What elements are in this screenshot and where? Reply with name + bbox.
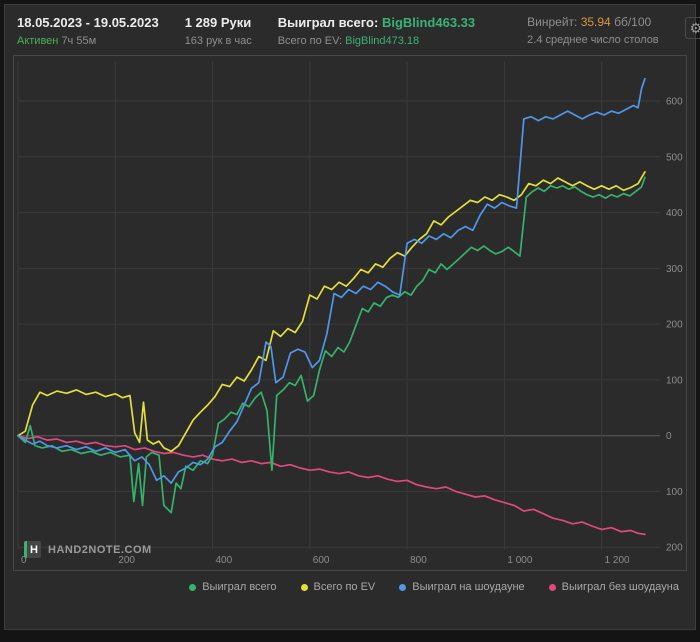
legend-dot-won-showdown bbox=[399, 583, 407, 591]
won-total-value: BigBlind463.33 bbox=[381, 15, 476, 30]
y-tick-label: 0 bbox=[666, 431, 672, 442]
series-line-total-ev bbox=[17, 171, 646, 453]
won-total-line: Выиграл всего: BigBlind463.33 bbox=[278, 15, 475, 30]
legend-item-won-no-showdown[interactable]: Выиграл без шоудауна bbox=[548, 581, 679, 593]
ev-total-line: Всего по EV: BigBlind473.18 bbox=[278, 35, 475, 47]
hands-block: 1 289 Руки 163 рук в час bbox=[185, 15, 252, 47]
y-tick-label: 200 bbox=[666, 320, 683, 331]
legend-item-won-total[interactable]: Выиграл всего bbox=[189, 581, 277, 593]
ev-total-value: BigBlind473.18 bbox=[345, 35, 420, 47]
series-line-won-showdown bbox=[17, 77, 646, 484]
x-tick-label: 0 bbox=[21, 555, 27, 566]
won-total-block: Выиграл всего: BigBlind463.33 Всего по E… bbox=[278, 15, 475, 47]
legend-dot-won-total bbox=[189, 583, 197, 591]
chart-area[interactable]: 600 500 400 300 200 100 0 100 200 0 200 400 600 800 1 … bbox=[13, 55, 687, 571]
hands-count: 1 289 Руки bbox=[184, 15, 252, 30]
date-range-block: 18.05.2023 - 19.05.2023 Активен 7ч 55м bbox=[17, 15, 159, 47]
x-tick-label: 400 bbox=[216, 555, 233, 566]
winrate-label: Винрейт: bbox=[527, 15, 578, 29]
active-label: Активен bbox=[17, 35, 59, 47]
legend-label: Выиграл без шоудауна bbox=[561, 581, 679, 593]
legend-label: Выиграл всего bbox=[202, 581, 277, 593]
winnings-line-chart[interactable]: 600 500 400 300 200 100 0 100 200 0 200 400 600 800 1 … bbox=[14, 56, 688, 570]
winrate-value: 35.94 bbox=[580, 15, 611, 29]
hand2note-logo-text: HAND2NOTE.COM bbox=[48, 543, 152, 556]
winrate-unit: бб/100 bbox=[614, 15, 652, 29]
active-time: Активен 7ч 55м bbox=[17, 35, 159, 47]
y-tick-label: 600 bbox=[666, 97, 683, 108]
winrate-line: Винрейт: 35.94 бб/100 bbox=[527, 15, 659, 29]
winrate-block: Винрейт: 35.94 бб/100 2.4 среднее число … bbox=[527, 15, 659, 46]
active-duration: 7ч 55м bbox=[61, 35, 97, 47]
series-line-won-total bbox=[17, 176, 646, 514]
hands-per-hour: 163 рук в час bbox=[184, 35, 252, 47]
legend-label: Всего по EV bbox=[313, 581, 376, 593]
date-range: 18.05.2023 - 19.05.2023 bbox=[17, 15, 159, 30]
x-tick-label: 600 bbox=[313, 555, 330, 566]
y-tick-label: 200 bbox=[666, 543, 683, 554]
x-tick-label: 1 200 bbox=[605, 555, 630, 566]
ev-total-label: Всего по EV: bbox=[277, 35, 343, 47]
legend-item-total-ev[interactable]: Всего по EV bbox=[300, 581, 376, 593]
legend-item-won-showdown[interactable]: Выиграл на шоудауне bbox=[399, 581, 525, 593]
y-tick-label: 400 bbox=[666, 208, 683, 219]
legend-dot-total-ev bbox=[300, 583, 308, 591]
chart-legend: Выиграл всего Всего по EV Выиграл на шоуда… bbox=[5, 571, 695, 603]
series-line-won-no-showdown bbox=[17, 434, 646, 536]
stats-header: 18.05.2023 - 19.05.2023 Активен 7ч 55м 1… bbox=[5, 5, 700, 53]
won-total-label: Выиграл всего: bbox=[277, 15, 379, 30]
legend-label: Выиграл на шоудауне bbox=[412, 581, 525, 593]
x-tick-label: 800 bbox=[410, 555, 427, 566]
hand2note-logo-icon: H bbox=[24, 541, 41, 558]
settings-gear-icon[interactable]: ⚙ bbox=[684, 17, 700, 39]
avg-tables: 2.4 среднее число столов bbox=[527, 34, 659, 46]
y-tick-label: 100 bbox=[666, 487, 683, 498]
y-tick-label: 100 bbox=[666, 375, 683, 386]
session-graph-panel: 18.05.2023 - 19.05.2023 Активен 7ч 55м 1… bbox=[4, 4, 700, 630]
hand2note-logo: H HAND2NOTE.COM bbox=[24, 541, 152, 558]
x-tick-label: 1 000 bbox=[507, 555, 532, 566]
legend-dot-won-no-showdown bbox=[548, 583, 556, 591]
y-tick-label: 300 bbox=[666, 264, 683, 275]
y-tick-label: 500 bbox=[666, 152, 683, 163]
x-tick-label: 200 bbox=[118, 555, 135, 566]
